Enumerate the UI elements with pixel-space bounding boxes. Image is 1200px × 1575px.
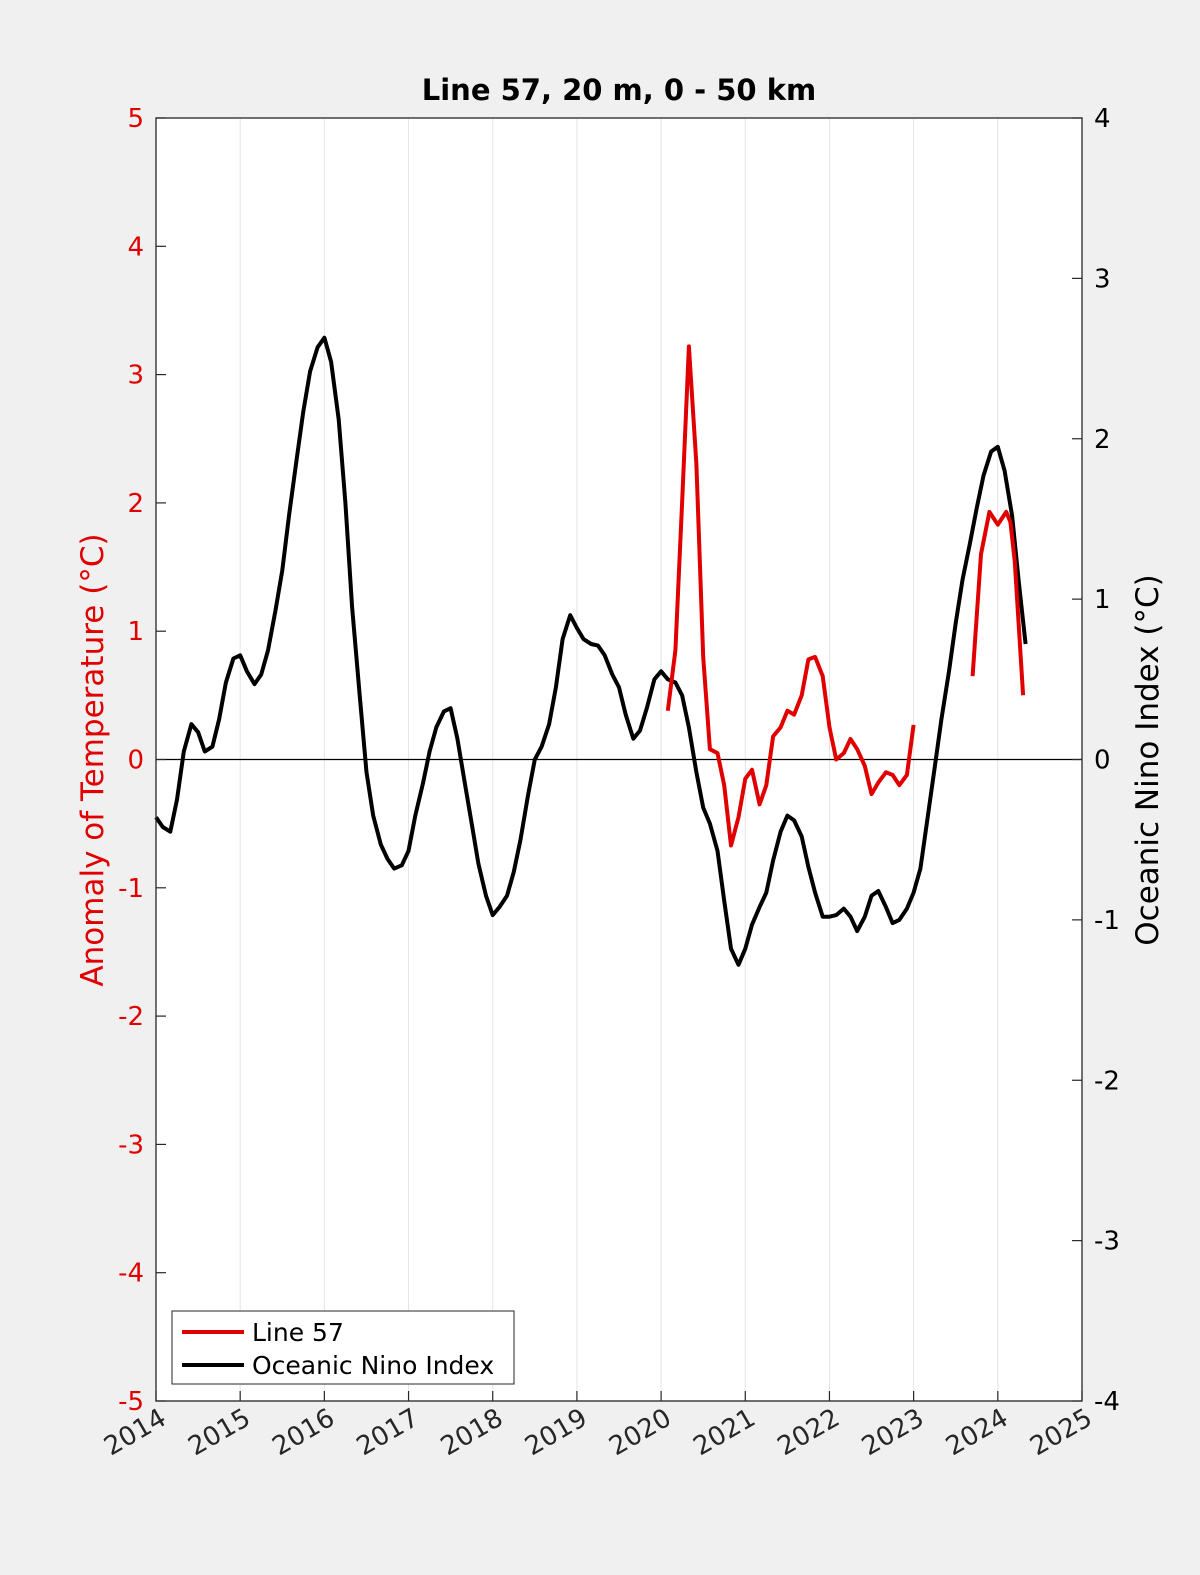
series-line-line57-segment-1 — [665, 344, 916, 848]
y-right-tick-label: 1 — [1094, 585, 1111, 615]
series-line-line57-segment-2 — [970, 509, 1026, 696]
legend: Line 57 Oceanic Nino Index — [171, 1310, 515, 1385]
legend-label-line57: Line 57 — [252, 1318, 344, 1347]
y-left-tick-label: 4 — [127, 232, 144, 262]
y-left-tick-label: -1 — [118, 874, 144, 904]
y-left-tick-label: 1 — [127, 617, 144, 647]
y-left-tick-label: 0 — [127, 746, 144, 776]
y-left-tick-label: 2 — [127, 489, 144, 519]
y-right-tick-label: -3 — [1094, 1227, 1120, 1257]
y-right-tick-label: 3 — [1094, 264, 1111, 294]
y-right-tick-label: -1 — [1094, 906, 1120, 936]
y-left-tick-label: -2 — [118, 1002, 144, 1032]
y-right-tick-label: -4 — [1094, 1387, 1120, 1417]
left-y-axis: 5 4 3 2 1 0 -1 -2 -3 -4 -5 — [118, 104, 166, 1417]
series-layer — [154, 335, 1028, 967]
y-left-tick-label: -4 — [118, 1259, 144, 1289]
y-right-tick-label: 2 — [1094, 425, 1111, 455]
legend-box — [171, 1310, 515, 1385]
y-axis-label-left: Anomaly of Temperature (°C) — [75, 533, 111, 986]
y-axis-label-right: Oceanic Nino Index (°C) — [1130, 574, 1166, 945]
y-left-tick-label: -3 — [118, 1130, 144, 1160]
y-left-tick-label: -5 — [118, 1387, 144, 1417]
chart-title: Line 57, 20 m, 0 - 50 km — [422, 73, 816, 107]
y-left-tick-label: 5 — [127, 104, 144, 134]
right-y-axis: 4 3 2 1 0 -1 -2 -3 -4 — [1072, 104, 1120, 1417]
y-right-tick-label: 4 — [1094, 104, 1111, 134]
y-left-tick-label: 3 — [127, 361, 144, 391]
legend-label-oni: Oceanic Nino Index — [252, 1351, 494, 1380]
series-line-oceanic-nino-index — [154, 335, 1028, 967]
y-right-tick-label: -2 — [1094, 1066, 1120, 1096]
y-right-tick-label: 0 — [1094, 746, 1111, 776]
